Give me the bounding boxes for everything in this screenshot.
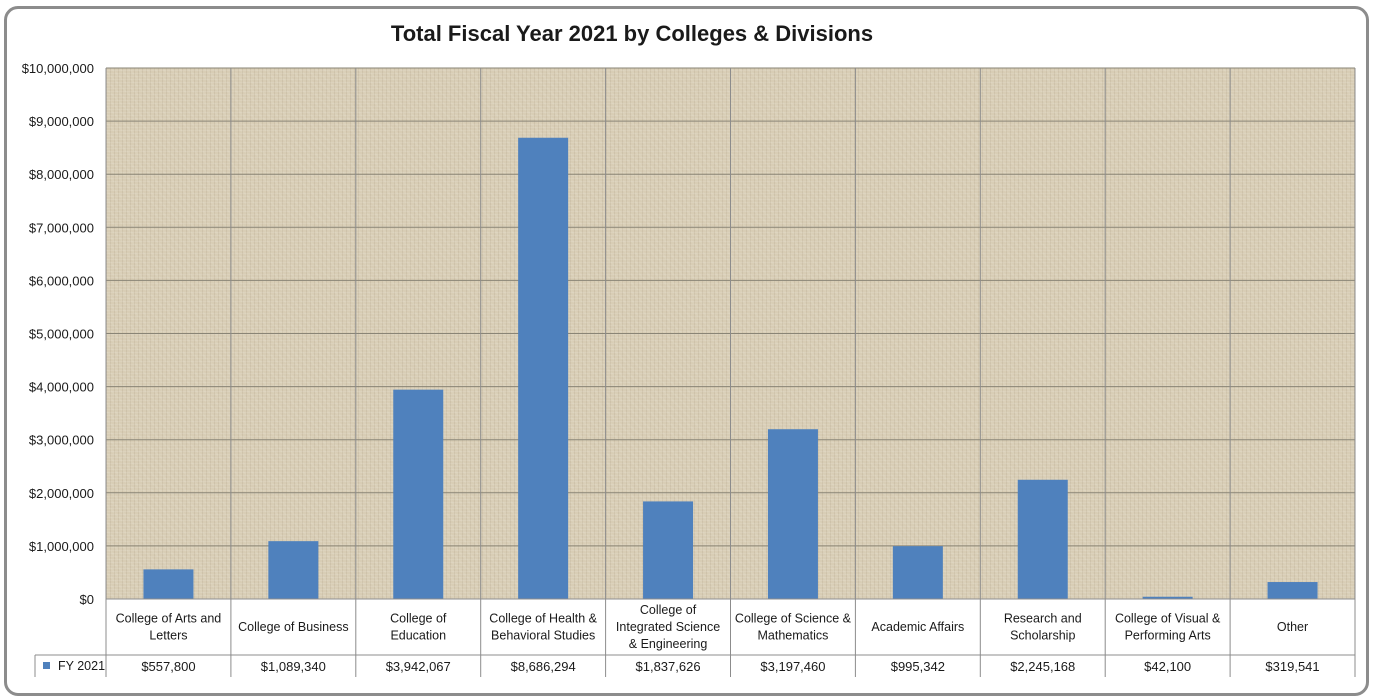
bar (393, 389, 444, 599)
data-table-value: $3,197,460 (760, 659, 825, 674)
category-label: College of Health & Behavioral Studies (489, 612, 597, 643)
category-label: College of Visual & Performing Arts (1115, 612, 1221, 643)
data-table-value: $557,800 (141, 659, 195, 674)
category-label: Other (1277, 620, 1308, 634)
data-table-value: $1,089,340 (261, 659, 326, 674)
y-tick-label: $8,000,000 (29, 167, 94, 182)
category-label: College of Science & Mathematics (735, 612, 852, 643)
legend-swatch (43, 662, 50, 669)
bar (1267, 582, 1318, 599)
bar (518, 137, 569, 599)
y-tick-label: $0 (80, 592, 94, 607)
data-table-value: $1,837,626 (636, 659, 701, 674)
y-tick-label: $6,000,000 (29, 273, 94, 288)
data-table-value: $3,942,067 (386, 659, 451, 674)
category-label: College of Business (238, 620, 348, 634)
chart-title: Total Fiscal Year 2021 by Colleges & Div… (390, 21, 874, 46)
bar (143, 569, 194, 599)
legend-label: FY 2021 (58, 659, 105, 673)
category-label: College of Integrated Science & Engineerin… (616, 603, 720, 651)
bar-chart: $0 $1,000,000 $2,000,000 $3,000,000 $4,000,0… (22, 61, 1356, 677)
bar (767, 429, 818, 599)
category-label: College of Education (390, 612, 447, 643)
y-tick-label: $3,000,000 (29, 433, 94, 448)
bar (892, 546, 943, 599)
category-label: College of Arts and Letters (116, 612, 222, 643)
bar (643, 501, 694, 599)
data-table-value: $995,342 (891, 659, 945, 674)
y-tick-label: $7,000,000 (29, 220, 94, 235)
bar (268, 541, 319, 599)
category-label: Research and Scholarship (1004, 612, 1082, 643)
bar (1142, 596, 1193, 599)
data-table-value: $2,245,168 (1010, 659, 1075, 674)
y-tick-label: $5,000,000 (29, 327, 94, 342)
data-table-value: $8,686,294 (511, 659, 576, 674)
category-label: Academic Affairs (871, 620, 964, 634)
y-tick-label: $10,000,000 (22, 61, 94, 76)
y-tick-label: $9,000,000 (29, 114, 94, 129)
y-tick-label: $4,000,000 (29, 380, 94, 395)
data-table-value: $42,100 (1144, 659, 1191, 674)
data-table-value: $319,541 (1265, 659, 1319, 674)
y-tick-label: $2,000,000 (29, 486, 94, 501)
y-tick-label: $1,000,000 (29, 539, 94, 554)
bar (1017, 479, 1068, 599)
